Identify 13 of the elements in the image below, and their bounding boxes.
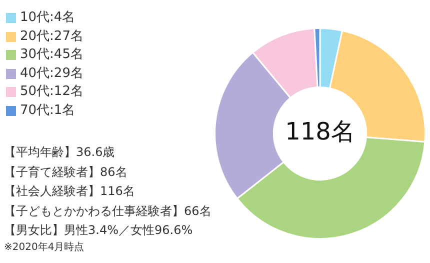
legend-label: 50代:12名 (20, 83, 84, 101)
legend-label: 70代:1名 (20, 102, 76, 120)
text: 【子どもとかかわる仕事経験者】66名 (4, 202, 212, 220)
legend-label: 30代:45名 (20, 46, 84, 64)
text: 【男女比】男性3.4%／女性96.6% (4, 222, 194, 239)
text: 【平均年齢】36.6歳 (4, 144, 116, 161)
legend-label: 10代:4名 (20, 9, 76, 27)
legend-label: 40代:29名 (20, 64, 84, 82)
text: 118名 (285, 118, 355, 146)
text: 【子育て経験者】86名 (4, 164, 128, 180)
legend-label: 20代:27名 (20, 28, 84, 46)
text: 【社会人経験者】116名 (4, 183, 136, 200)
text: ※2020年4月時点 (4, 240, 86, 254)
